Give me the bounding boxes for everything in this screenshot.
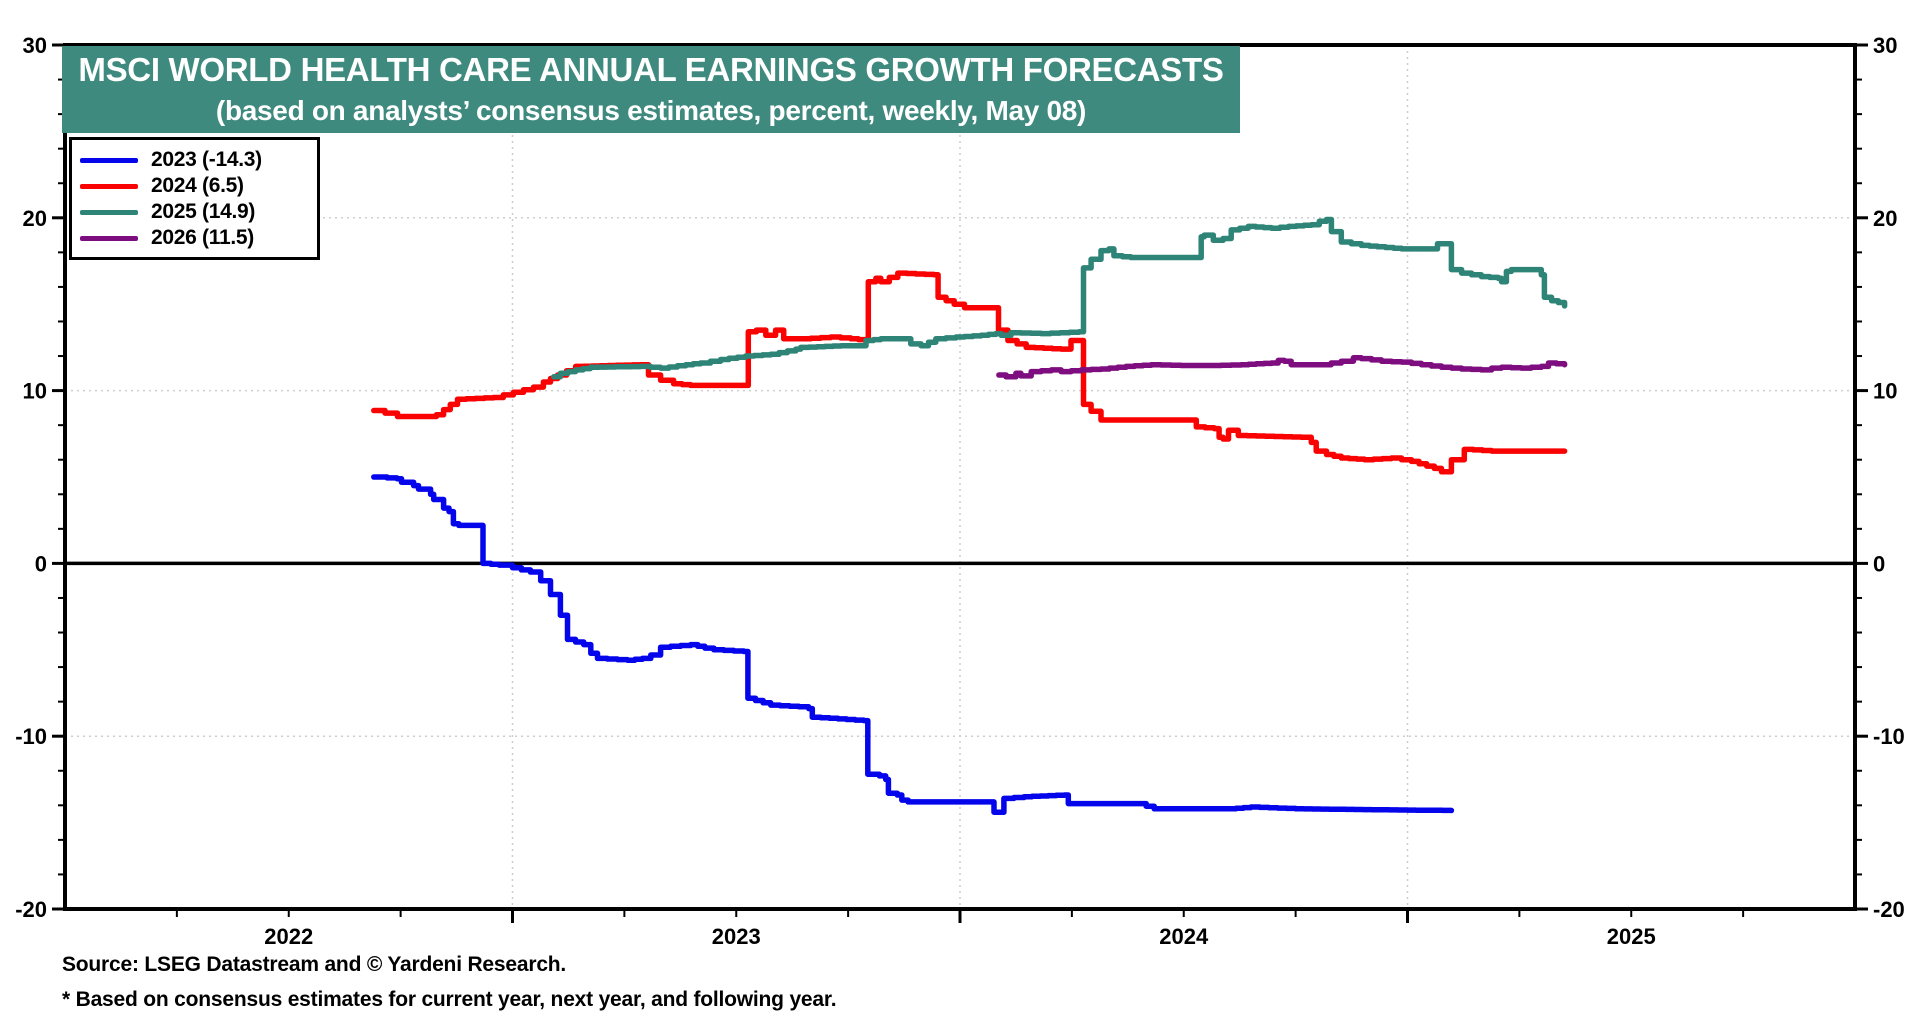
series-2023-line bbox=[371, 474, 1455, 815]
legend-swatch bbox=[80, 209, 138, 215]
legend-item-2024: 2024 (6.5) bbox=[80, 173, 309, 199]
legend-item-2023: 2023 (-14.3) bbox=[80, 147, 309, 173]
y-axis-label-left: -20 bbox=[15, 897, 47, 922]
y-axis-label-right: 0 bbox=[1873, 551, 1885, 576]
plot-border bbox=[63, 43, 1857, 911]
chart-title-banner: MSCI WORLD HEALTH CARE ANNUAL EARNINGS G… bbox=[62, 46, 1240, 133]
y-axis-label-left: -10 bbox=[15, 724, 47, 749]
x-axis-label-2023: 2023 bbox=[712, 924, 761, 949]
x-axis-label-2025: 2025 bbox=[1607, 924, 1656, 949]
legend-label: 2025 (14.9) bbox=[151, 200, 256, 223]
source-note: Source: LSEG Datastream and © Yardeni Re… bbox=[62, 953, 567, 976]
legend-label: 2026 (11.5) bbox=[151, 226, 254, 249]
y-axis-label-right: 10 bbox=[1873, 379, 1897, 404]
y-axis-label-right: -10 bbox=[1873, 724, 1905, 749]
legend-box: 2023 (-14.3) 2024 (6.5) 2025 (14.9) 2026 (1… bbox=[69, 137, 320, 260]
y-axis-label-left: 30 bbox=[23, 33, 47, 58]
legend-item-2025: 2025 (14.9) bbox=[80, 199, 309, 225]
y-axis-label-right: -20 bbox=[1873, 897, 1905, 922]
series-2026-line bbox=[996, 355, 1568, 380]
legend-label: 2023 (-14.3) bbox=[151, 148, 262, 171]
x-axis-label-2024: 2024 bbox=[1159, 924, 1209, 949]
legend-swatch bbox=[80, 235, 138, 241]
y-axis-label-right: 30 bbox=[1873, 33, 1897, 58]
y-axis-label-left: 20 bbox=[23, 206, 47, 231]
y-axis-label-right: 20 bbox=[1873, 206, 1897, 231]
legend-swatch bbox=[80, 183, 138, 189]
legend-item-2026: 2026 (11.5) bbox=[80, 225, 309, 251]
x-axis-label-2022: 2022 bbox=[264, 924, 313, 949]
chart-title: MSCI WORLD HEALTH CARE ANNUAL EARNINGS G… bbox=[78, 50, 1224, 88]
chart-subtitle: (based on analysts’ consensus estimates,… bbox=[215, 94, 1087, 126]
y-axis-label-left: 10 bbox=[23, 379, 47, 404]
y-axis-label-left: 0 bbox=[35, 551, 47, 576]
series-2025-line bbox=[550, 216, 1568, 380]
legend-label: 2024 (6.5) bbox=[151, 174, 244, 197]
legend-swatch bbox=[80, 157, 138, 163]
footnote: * Based on consensus estimates for curre… bbox=[62, 988, 837, 1011]
series-2024-line bbox=[371, 270, 1568, 475]
